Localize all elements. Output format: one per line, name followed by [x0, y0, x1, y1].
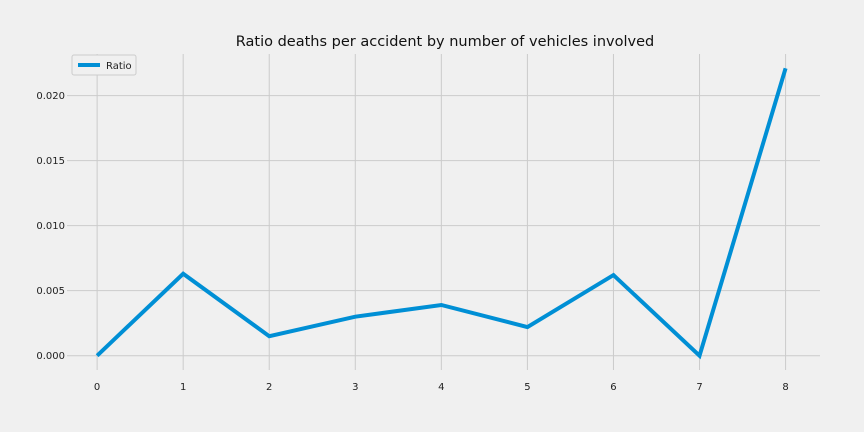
data-point	[699, 355, 700, 356]
x-tick-label: 3	[352, 382, 358, 393]
x-tick-label: 4	[438, 382, 444, 393]
data-point	[183, 273, 184, 274]
x-tick-label: 8	[782, 382, 788, 393]
y-tick-label: 0.005	[36, 286, 65, 297]
data-point	[269, 336, 270, 337]
data-point	[441, 304, 442, 305]
chart-title: Ratio deaths per accident by number of v…	[236, 34, 654, 50]
x-tick-label: 6	[610, 382, 616, 393]
x-tick-label: 7	[696, 382, 702, 393]
legend-label-ratio: Ratio	[106, 61, 132, 72]
x-tick-label: 0	[94, 382, 100, 393]
series-line-ratio	[95, 67, 788, 360]
y-tick-label: 0.020	[36, 91, 65, 102]
y-axis-ticks: 0.000 0.005 0.010 0.015 0.020	[36, 91, 65, 362]
data-point	[613, 275, 614, 276]
x-tick-label: 5	[524, 382, 530, 393]
x-tick-label: 1	[180, 382, 186, 393]
data-point	[527, 327, 528, 328]
data-point	[97, 355, 98, 356]
data-point	[785, 68, 786, 69]
y-tick-label: 0.015	[36, 156, 65, 167]
legend: Ratio	[71, 54, 137, 76]
data-point	[355, 316, 356, 317]
x-axis-ticks: 0 1 2 3 4 5 6 7 8	[94, 382, 789, 393]
y-tick-label: 0.000	[36, 351, 65, 362]
x-tick-label: 2	[266, 382, 272, 393]
y-tick-label: 0.010	[36, 221, 65, 232]
series-layer	[95, 67, 788, 360]
legend-box	[71, 54, 137, 76]
grid	[67, 54, 820, 370]
